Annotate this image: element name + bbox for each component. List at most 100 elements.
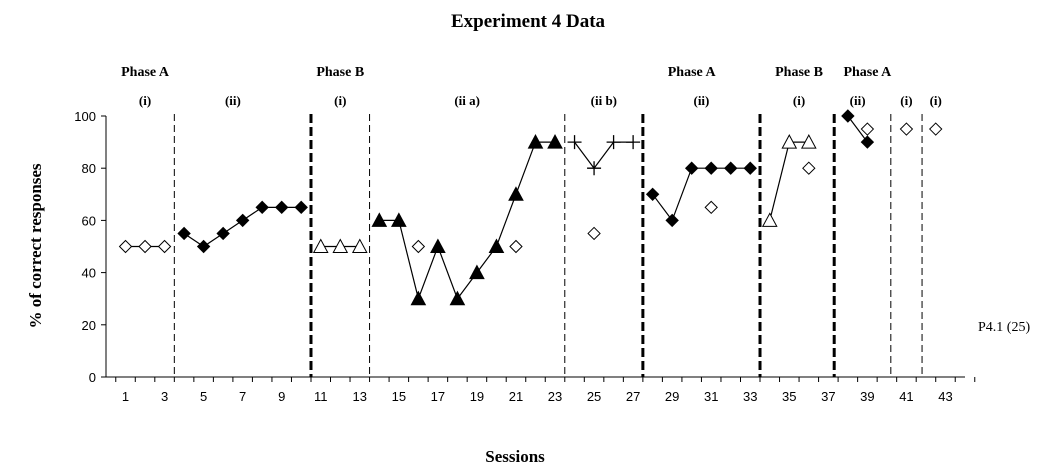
x-tick-label: 41 <box>899 389 913 404</box>
series-line <box>847 115 868 143</box>
data-point <box>118 239 133 254</box>
x-tick-label: 33 <box>743 389 757 404</box>
x-tick-label: 35 <box>782 389 796 404</box>
x-tick-label: 23 <box>548 389 562 404</box>
subphase-label: (i) <box>334 93 346 108</box>
y-tick-label: 40 <box>82 266 96 281</box>
data-point <box>351 238 368 253</box>
x-tick-label: 3 <box>161 389 168 404</box>
data-point <box>626 135 641 150</box>
data-point <box>704 161 718 175</box>
data-point <box>410 290 427 306</box>
subphase-label: (ii) <box>850 93 866 108</box>
data-point <box>645 187 660 202</box>
data-point <box>899 122 914 136</box>
data-point <box>294 200 308 215</box>
data-point <box>371 212 388 227</box>
data-point <box>743 161 757 175</box>
x-tick-label: 29 <box>665 389 679 404</box>
data-point <box>724 161 738 175</box>
data-point <box>196 239 211 254</box>
y-tick-label: 20 <box>82 318 96 333</box>
x-tick-label: 13 <box>353 389 367 404</box>
subphase-label: (i) <box>930 93 942 108</box>
data-point <box>704 200 718 215</box>
subphase-label: (ii a) <box>454 93 480 108</box>
x-tick-label: 11 <box>314 389 328 404</box>
data-point <box>411 239 426 254</box>
data-point <box>255 200 269 215</box>
data-point <box>138 239 152 254</box>
participant-annotation: P4.1 (25) <box>978 320 1030 335</box>
data-point <box>332 238 349 253</box>
data-point <box>488 238 505 253</box>
data-point <box>509 239 523 254</box>
data-point <box>606 135 621 150</box>
x-tick-label: 19 <box>470 389 484 404</box>
data-point <box>391 212 407 227</box>
series-line <box>574 141 634 170</box>
data-point <box>469 264 485 280</box>
data-point <box>235 213 250 228</box>
subphase-label: (ii) <box>225 93 241 108</box>
data-point <box>665 213 679 228</box>
data-point <box>216 226 230 241</box>
phase-label: Phase B <box>316 65 364 80</box>
data-point <box>274 200 289 215</box>
data-point <box>860 122 875 136</box>
series-plus <box>567 135 641 176</box>
data-point <box>567 135 582 150</box>
series-line <box>379 141 556 301</box>
data-point <box>929 122 943 136</box>
data-point <box>527 134 544 149</box>
x-tick-label: 17 <box>431 389 445 404</box>
y-tick-label: 100 <box>74 109 96 124</box>
x-tick-label: 31 <box>704 389 718 404</box>
chart-title: Experiment 4 Data <box>451 11 606 32</box>
data-point <box>508 186 524 201</box>
y-tick-label: 80 <box>82 161 96 176</box>
data-point <box>157 239 172 254</box>
subphase-label: (ii b) <box>591 93 617 108</box>
series-diamond-filled <box>177 200 308 254</box>
series-diamond-open <box>860 122 943 136</box>
series-line <box>769 141 809 221</box>
x-tick-label: 39 <box>860 389 874 404</box>
x-tick-label: 21 <box>509 389 523 404</box>
phase-labels: Phase A Phase B Phase A Phase B Phase A (i) (i… <box>121 65 942 108</box>
series-diamond-filled <box>645 161 757 228</box>
x-tick-label: 15 <box>392 389 406 404</box>
x-tick-label: 43 <box>938 389 952 404</box>
x-tick-label: 37 <box>821 389 835 404</box>
subphase-label: (i) <box>900 93 912 108</box>
series-diamond-filled <box>841 109 875 149</box>
data-point <box>449 290 466 306</box>
series-diamond-open <box>411 161 816 254</box>
data-series <box>118 109 943 306</box>
y-tick-label: 0 <box>89 370 96 385</box>
series-line <box>652 167 751 222</box>
phase-label: Phase A <box>668 65 717 80</box>
y-axis-label: % of correct responses <box>26 163 45 328</box>
series-triangle-open <box>312 238 368 253</box>
data-point <box>312 238 329 253</box>
x-tick-label: 5 <box>200 389 207 404</box>
data-point <box>860 135 875 149</box>
series-triangle-filled <box>371 134 563 306</box>
phase-lines <box>173 114 923 377</box>
phase-label: Phase B <box>775 65 823 80</box>
subphase-label: (i) <box>139 93 151 108</box>
data-point <box>684 161 699 175</box>
subphase-label: (ii) <box>693 93 709 108</box>
data-point <box>781 134 798 149</box>
series-diamond-open <box>118 239 172 254</box>
y-tick-label: 60 <box>82 213 96 228</box>
subphase-label: (i) <box>793 93 805 108</box>
phase-label: Phase A <box>843 65 892 80</box>
data-point <box>587 226 601 241</box>
x-tick-label: 27 <box>626 389 640 404</box>
data-point <box>547 134 563 149</box>
data-point <box>802 161 816 175</box>
